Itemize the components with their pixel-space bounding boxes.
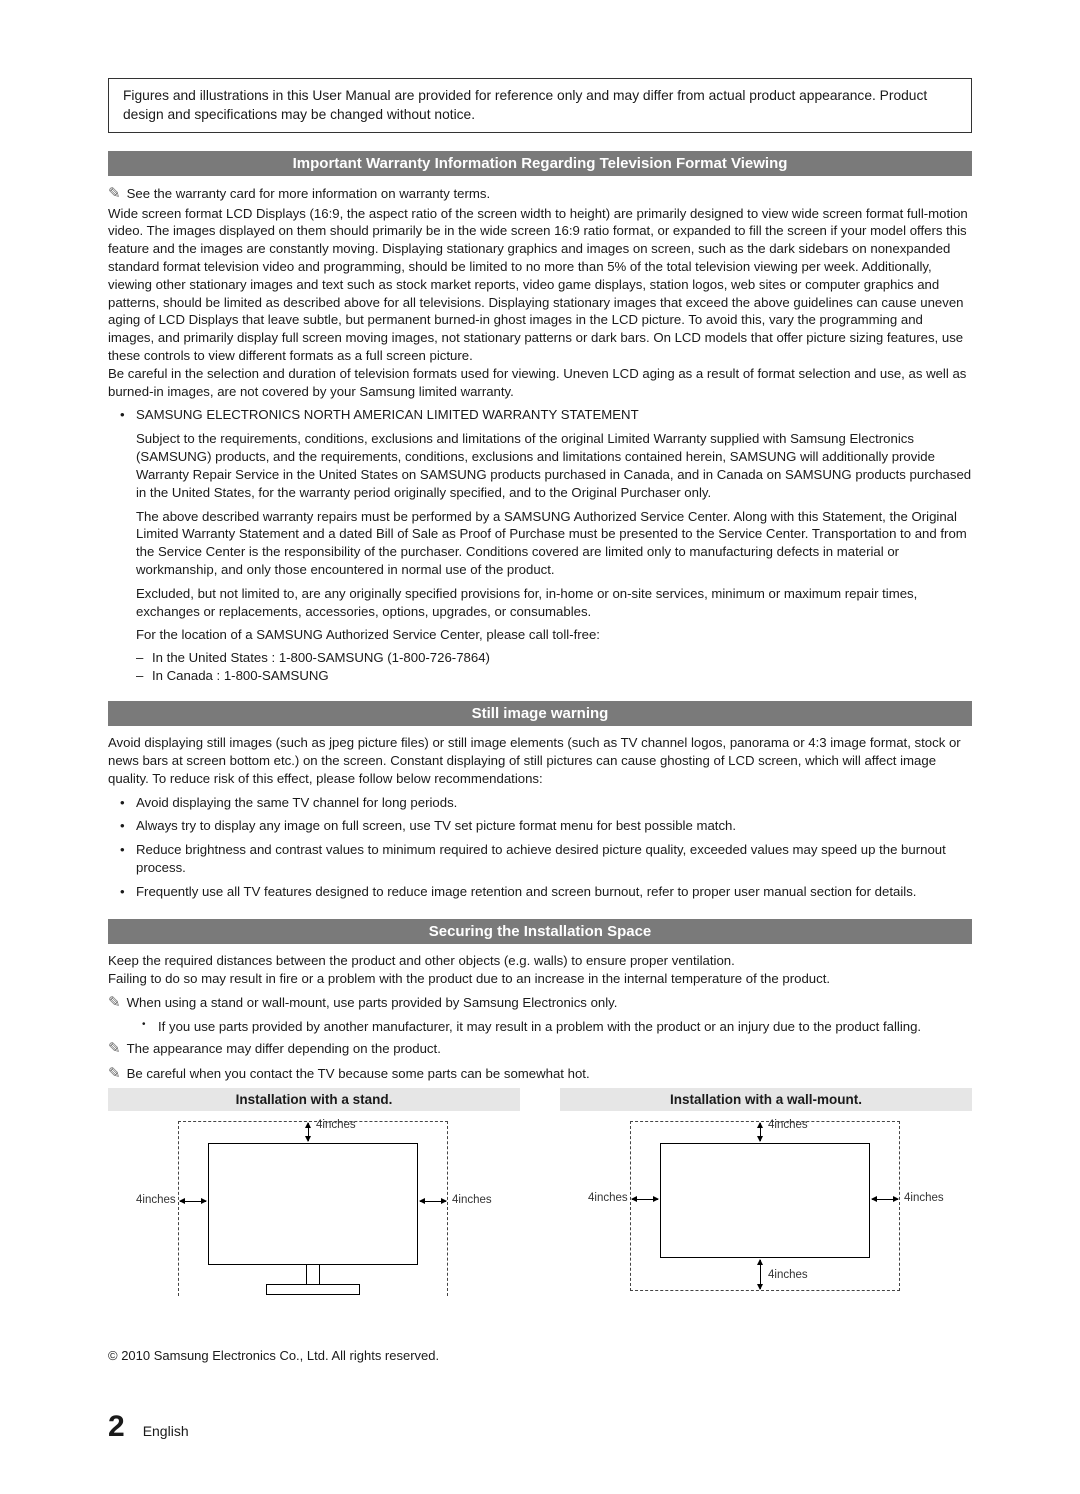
dim-stand-top: 4inches	[316, 1119, 356, 1131]
dim-wm-bottom: 4inches	[768, 1269, 808, 1281]
diagram-stand-title: Installation with a stand.	[108, 1088, 520, 1111]
copyright: © 2010 Samsung Electronics Co., Ltd. All…	[108, 1348, 972, 1363]
note-warranty-card: See the warranty card for more informati…	[108, 184, 972, 204]
warranty-para-2: Be careful in the selection and duration…	[108, 365, 972, 401]
warranty-sub-1: Subject to the requirements, conditions,…	[108, 430, 972, 501]
install-note-1: When using a stand or wall-mount, use pa…	[108, 993, 972, 1013]
phone-us: In the United States : 1-800-SAMSUNG (1-…	[108, 650, 972, 665]
still-bullet-1: Avoid displaying the same TV channel for…	[108, 794, 972, 812]
dim-stand-right: 4inches	[452, 1194, 492, 1206]
install-dot-1: If you use parts provided by another man…	[108, 1018, 972, 1036]
phone-ca: In Canada : 1-800-SAMSUNG	[108, 668, 972, 683]
warranty-sub-3: Excluded, but not limited to, are any or…	[108, 585, 972, 621]
dim-wm-top: 4inches	[768, 1119, 808, 1131]
page-footer: 2 English	[108, 1410, 189, 1444]
install-note-3: Be careful when you contact the TV becau…	[108, 1064, 972, 1084]
section-header-warranty: Important Warranty Information Regarding…	[108, 151, 972, 176]
warranty-sub-2: The above described warranty repairs mus…	[108, 508, 972, 579]
still-bullet-3: Reduce brightness and contrast values to…	[108, 841, 972, 877]
install-line-1: Keep the required distances between the …	[108, 952, 972, 970]
warranty-para-1: Wide screen format LCD Displays (16:9, t…	[108, 205, 972, 365]
install-line-2: Failing to do so may result in fire or a…	[108, 970, 972, 988]
still-image-para: Avoid displaying still images (such as j…	[108, 734, 972, 787]
dim-stand-left: 4inches	[136, 1194, 176, 1206]
installation-diagrams: Installation with a stand. 4inches 4inch…	[108, 1088, 972, 1326]
page-language: English	[143, 1423, 189, 1439]
dim-wm-right: 4inches	[904, 1192, 944, 1204]
diagram-stand: Installation with a stand. 4inches 4inch…	[108, 1088, 520, 1326]
dim-wm-left: 4inches	[588, 1192, 628, 1204]
page-number: 2	[108, 1410, 125, 1444]
notice-box: Figures and illustrations in this User M…	[108, 78, 972, 133]
diagram-wallmount: Installation with a wall-mount. 4inches …	[560, 1088, 972, 1326]
diagram-wallmount-title: Installation with a wall-mount.	[560, 1088, 972, 1111]
still-bullet-4: Frequently use all TV features designed …	[108, 883, 972, 901]
still-bullet-2: Always try to display any image on full …	[108, 817, 972, 835]
warranty-sub-4: For the location of a SAMSUNG Authorized…	[108, 626, 972, 644]
section-header-still-image: Still image warning	[108, 701, 972, 726]
warranty-statement-heading: SAMSUNG ELECTRONICS NORTH AMERICAN LIMIT…	[108, 406, 972, 424]
section-header-installation: Securing the Installation Space	[108, 919, 972, 944]
install-note-2: The appearance may differ depending on t…	[108, 1039, 972, 1059]
